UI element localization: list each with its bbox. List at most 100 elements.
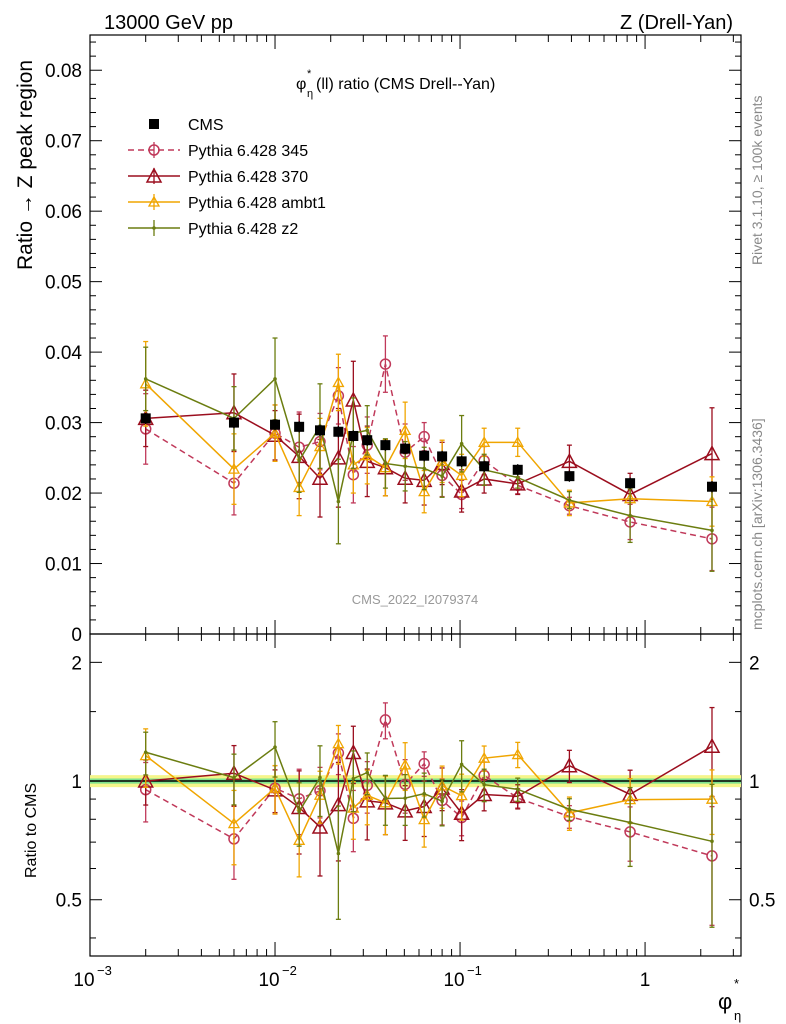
data-point — [509, 475, 526, 491]
data-point — [703, 445, 721, 461]
ratio-data-point — [459, 762, 464, 767]
legend-entry-cms: CMS — [149, 117, 224, 134]
data-point — [273, 377, 277, 381]
data-point — [419, 450, 430, 461]
x-tick-label: 10 −3 — [73, 963, 111, 991]
main-panel: 0 0.01 0.02 0.03 0.04 0.05 0.06 0.07 0.08 — [45, 34, 742, 646]
data-point — [459, 441, 464, 446]
data-point — [456, 456, 467, 467]
data-point — [336, 499, 341, 504]
ratio-data-point — [478, 751, 491, 763]
ratio-data-point — [710, 839, 714, 844]
data-point — [270, 419, 281, 430]
ratio-y-tick-label-right: 1 — [749, 772, 760, 793]
legend-label: Pythia 6.428 ambt1 — [188, 195, 326, 212]
ratio-frame — [89, 633, 742, 957]
y-axis-label: Ratio → Z peak region — [14, 60, 37, 270]
ratio-y-tick-label-right: 0.5 — [749, 891, 775, 912]
ratio-data-point — [567, 807, 572, 812]
process-label: Z (Drell-Yan) — [620, 12, 733, 34]
ratio-data-point — [628, 820, 632, 825]
ratio-y-tick-label: 2 — [71, 653, 82, 674]
ratio-data-point — [383, 796, 388, 801]
ratio-y-tick-label: 0.5 — [56, 891, 82, 912]
ratio-data-point — [440, 799, 444, 804]
ratio-data-point — [399, 758, 412, 770]
ratio-series-z2 — [143, 721, 715, 928]
data-point — [479, 461, 490, 472]
series-line — [145, 377, 713, 532]
ratio-data-point — [418, 757, 430, 770]
data-point — [332, 376, 345, 388]
energy-label: 13000 GeV pp — [104, 12, 233, 34]
ratio-panel: 0.5 0.5 1 1 2 2 — [56, 633, 775, 957]
svg-text:φ: φ — [296, 76, 306, 93]
data-point — [268, 426, 282, 438]
legend-entry-p370: Pythia 6.428 370 — [128, 167, 308, 186]
x-tick-exponent: −2 — [282, 963, 297, 978]
y-tick-label: 0.04 — [45, 343, 82, 364]
legend-label: CMS — [188, 117, 224, 134]
legend: CMS Pythia 6.428 345 Pythia 6.428 370 Pythi… — [128, 117, 326, 238]
data-point — [379, 358, 392, 370]
data-point — [567, 498, 572, 502]
data-point — [440, 474, 444, 478]
data-point — [418, 485, 431, 497]
data-point — [511, 435, 524, 447]
data-point — [362, 435, 373, 446]
y-tick-label: 0 — [71, 625, 82, 646]
series-line — [145, 399, 713, 496]
series-cms — [140, 412, 717, 493]
legend-marker — [145, 167, 163, 183]
ratio-data-point — [561, 757, 578, 773]
ratio-data-point — [297, 809, 301, 814]
svg-text:η: η — [307, 88, 313, 100]
data-point — [512, 464, 523, 475]
rivet-version-label: Rivet 3.1.10, ≥ 100k events — [749, 95, 765, 265]
data-point — [228, 417, 239, 428]
data-point — [383, 461, 388, 466]
data-point — [227, 462, 241, 474]
y-tick-label: 0.07 — [45, 132, 82, 153]
ratio-y-axis-label: Ratio to CMS — [23, 783, 40, 878]
svg-text:η: η — [734, 1008, 741, 1023]
legend-marker — [148, 144, 160, 156]
x-axis-label: φ * η — [718, 976, 741, 1023]
data-point — [706, 481, 717, 492]
data-point — [143, 377, 148, 381]
data-point — [418, 430, 430, 443]
data-point — [478, 435, 491, 447]
ratio-data-point — [336, 851, 341, 856]
y-tick-label: 0.05 — [45, 273, 82, 294]
ratio-data-point — [273, 745, 277, 749]
data-point — [400, 443, 411, 454]
series-z2 — [143, 337, 715, 572]
legend-label: Pythia 6.428 z2 — [188, 221, 298, 238]
series-line — [145, 382, 713, 504]
ratio-data-point — [227, 817, 241, 829]
data-point — [437, 451, 448, 462]
data-point — [561, 452, 578, 469]
legend-entry-p345: Pythia 6.428 345 — [128, 142, 308, 160]
ratio-data-point — [422, 791, 426, 796]
y-tick-label: 0.08 — [45, 61, 82, 82]
data-point — [564, 471, 575, 482]
y-tick-label: 0.06 — [45, 202, 82, 223]
ratio-y-tick-label-right: 2 — [749, 653, 760, 674]
legend-label: Pythia 6.428 370 — [188, 169, 308, 186]
ratio-y-tick-label: 1 — [71, 772, 82, 793]
ratio-series-p370 — [137, 706, 721, 877]
ratio-data-point — [268, 781, 282, 793]
ratio-data-point — [318, 775, 322, 780]
ratio-data-point — [455, 789, 468, 801]
svg-text:*: * — [307, 68, 312, 80]
data-point — [140, 413, 151, 424]
ratio-series-line — [145, 745, 713, 854]
ratio-data-point — [365, 770, 370, 775]
ratio-data-point — [511, 748, 524, 760]
ratio-series-line — [145, 745, 713, 829]
ratio-data-point — [703, 737, 721, 754]
ratio-data-point — [143, 750, 148, 755]
y-tick-label: 0.03 — [45, 414, 82, 435]
